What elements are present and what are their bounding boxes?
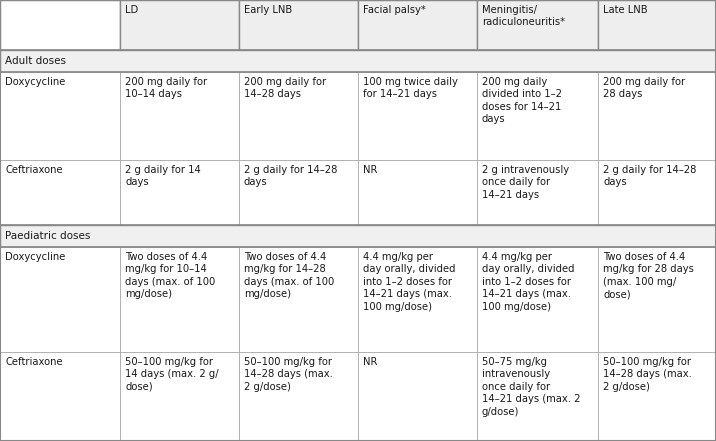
- Bar: [0, 160, 120, 225]
- Text: NR: NR: [363, 165, 377, 175]
- Bar: [598, 72, 716, 160]
- Bar: [477, 160, 598, 225]
- Text: 50–100 mg/kg for
14 days (max. 2 g/
dose): 50–100 mg/kg for 14 days (max. 2 g/ dose…: [125, 357, 218, 392]
- Bar: [0, 50, 716, 72]
- Text: Early LNB: Early LNB: [244, 5, 292, 15]
- Bar: [598, 0, 716, 50]
- Text: 200 mg daily for
14–28 days: 200 mg daily for 14–28 days: [244, 77, 326, 99]
- Bar: [0, 225, 716, 247]
- Bar: [477, 352, 598, 441]
- Bar: [598, 247, 716, 352]
- Text: Doxycycline: Doxycycline: [5, 252, 65, 262]
- Bar: [358, 0, 477, 50]
- Text: Two doses of 4.4
mg/kg for 10–14
days (max. of 100
mg/dose): Two doses of 4.4 mg/kg for 10–14 days (m…: [125, 252, 216, 299]
- Text: 4.4 mg/kg per
day orally, divided
into 1–2 doses for
14–21 days (max.
100 mg/dos: 4.4 mg/kg per day orally, divided into 1…: [482, 252, 574, 312]
- Text: Ceftriaxone: Ceftriaxone: [5, 357, 62, 367]
- Bar: [239, 72, 358, 160]
- Bar: [358, 247, 477, 352]
- Text: Paediatric doses: Paediatric doses: [5, 231, 90, 241]
- Bar: [358, 160, 477, 225]
- Text: LD: LD: [125, 5, 138, 15]
- Text: Two doses of 4.4
mg/kg for 28 days
(max. 100 mg/
dose): Two doses of 4.4 mg/kg for 28 days (max.…: [603, 252, 694, 299]
- Bar: [120, 160, 239, 225]
- Text: 2 g daily for 14–28
days: 2 g daily for 14–28 days: [603, 165, 697, 187]
- Bar: [120, 247, 239, 352]
- Bar: [598, 352, 716, 441]
- Text: Facial palsy*: Facial palsy*: [363, 5, 426, 15]
- Bar: [477, 247, 598, 352]
- Text: 2 g intravenously
once daily for
14–21 days: 2 g intravenously once daily for 14–21 d…: [482, 165, 569, 200]
- Text: 2 g daily for 14–28
days: 2 g daily for 14–28 days: [244, 165, 337, 187]
- Bar: [0, 352, 120, 441]
- Bar: [239, 247, 358, 352]
- Text: 50–100 mg/kg for
14–28 days (max.
2 g/dose): 50–100 mg/kg for 14–28 days (max. 2 g/do…: [244, 357, 333, 392]
- Text: Ceftriaxone: Ceftriaxone: [5, 165, 62, 175]
- Text: 2 g daily for 14
days: 2 g daily for 14 days: [125, 165, 200, 187]
- Text: Meningitis/
radiculoneuritis*: Meningitis/ radiculoneuritis*: [482, 5, 565, 27]
- Bar: [120, 352, 239, 441]
- Text: Adult doses: Adult doses: [5, 56, 66, 66]
- Text: Doxycycline: Doxycycline: [5, 77, 65, 87]
- Bar: [239, 352, 358, 441]
- Bar: [120, 72, 239, 160]
- Bar: [120, 0, 239, 50]
- Bar: [358, 352, 477, 441]
- Text: 50–100 mg/kg for
14–28 days (max.
2 g/dose): 50–100 mg/kg for 14–28 days (max. 2 g/do…: [603, 357, 692, 392]
- Text: 50–75 mg/kg
intravenously
once daily for
14–21 days (max. 2
g/dose): 50–75 mg/kg intravenously once daily for…: [482, 357, 581, 417]
- Bar: [477, 72, 598, 160]
- Text: 100 mg twice daily
for 14–21 days: 100 mg twice daily for 14–21 days: [363, 77, 458, 99]
- Bar: [477, 0, 598, 50]
- Bar: [239, 160, 358, 225]
- Bar: [598, 160, 716, 225]
- Text: Two doses of 4.4
mg/kg for 14–28
days (max. of 100
mg/dose): Two doses of 4.4 mg/kg for 14–28 days (m…: [244, 252, 334, 299]
- Text: NR: NR: [363, 357, 377, 367]
- Text: 4.4 mg/kg per
day orally, divided
into 1–2 doses for
14–21 days (max.
100 mg/dos: 4.4 mg/kg per day orally, divided into 1…: [363, 252, 455, 312]
- Bar: [0, 247, 120, 352]
- Text: 200 mg daily for
28 days: 200 mg daily for 28 days: [603, 77, 685, 99]
- Text: Late LNB: Late LNB: [603, 5, 648, 15]
- Bar: [239, 0, 358, 50]
- Bar: [0, 0, 120, 50]
- Text: 200 mg daily
divided into 1–2
doses for 14–21
days: 200 mg daily divided into 1–2 doses for …: [482, 77, 562, 124]
- Text: 200 mg daily for
10–14 days: 200 mg daily for 10–14 days: [125, 77, 207, 99]
- Bar: [0, 72, 120, 160]
- Bar: [358, 72, 477, 160]
